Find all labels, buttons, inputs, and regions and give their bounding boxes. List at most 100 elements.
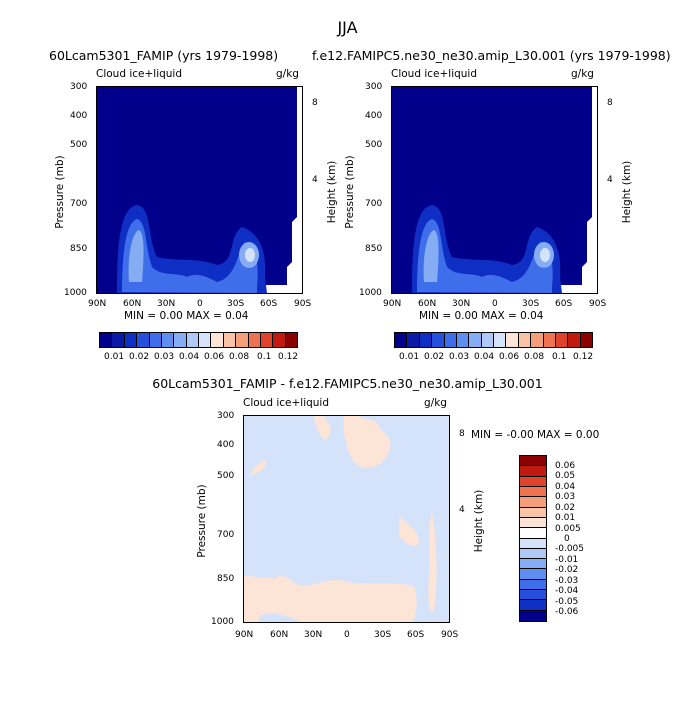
colorbar-swatch: [456, 333, 470, 347]
diff-cbar-label: -0.04: [555, 586, 579, 596]
panel1-xtick-30S: 30S: [227, 299, 245, 309]
panel1-cbar-label: 0.1: [257, 352, 272, 362]
diff-cbar-label: 0.01: [555, 513, 576, 523]
colorbar-swatch: [520, 548, 546, 560]
colorbar-swatch: [285, 333, 297, 347]
diff-cbar-label: 0.04: [555, 482, 576, 492]
colorbar-swatch: [555, 333, 569, 347]
panel2-cbar-label: 0.01: [399, 352, 420, 362]
panel2-colorbar: [394, 332, 593, 348]
colorbar-swatch: [469, 333, 482, 347]
colorbar-swatch: [520, 466, 546, 477]
colorbar-swatch: [211, 333, 224, 347]
colorbar-swatch: [395, 333, 408, 347]
panel2-contour-3: [423, 230, 439, 282]
diff-cbar-label: -0.02: [555, 565, 579, 575]
panel2-ytick-850: 850: [365, 244, 383, 254]
colorbar-swatch: [520, 497, 546, 508]
colorbar-swatch: [112, 333, 125, 347]
colorbar-swatch: [149, 333, 162, 347]
diff-xtick-30S: 30S: [374, 630, 392, 640]
diff-y2label: Height (km): [473, 489, 485, 553]
panel1-variable: Cloud ice+liquid: [96, 68, 183, 80]
diff-contour-pos: [428, 511, 437, 613]
diff-variable: Cloud ice+liquid: [243, 397, 330, 409]
panel2-cbar-label: 0.02: [424, 352, 445, 362]
colorbar-swatch: [520, 569, 546, 580]
panel1-cbar-label: 0.04: [179, 352, 200, 362]
colorbar-swatch: [520, 600, 546, 611]
panel1-field: [97, 87, 297, 293]
diff-xtick-30N: 30N: [304, 630, 323, 640]
panel1-cbar-label: 0.01: [104, 352, 125, 362]
diff-cbar-label: -0.005: [555, 544, 585, 554]
panel2-cbar-label: 0.08: [524, 352, 545, 362]
panel2-title: f.e12.FAMIPC5.ne30_ne30.amip_L30.001 (yr…: [312, 48, 671, 63]
colorbar-swatch: [520, 476, 546, 487]
panel1-height-4: 4: [312, 175, 318, 185]
colorbar-swatch: [518, 333, 532, 347]
diff-contour-pos: [314, 416, 331, 440]
panel1-cbar-label: 0.03: [154, 352, 175, 362]
panel1-xtick-30N: 30N: [157, 299, 176, 309]
colorbar-swatch: [520, 456, 546, 467]
panel2-minmax: MIN = 0.00 MAX = 0.04: [419, 310, 544, 322]
diff-xtick-90N: 90N: [235, 630, 254, 640]
colorbar-swatch: [161, 333, 175, 347]
panel2-ytick-700: 700: [365, 199, 383, 209]
panel2-max-contour: [540, 248, 550, 262]
diff-minmax: MIN = -0.00 MAX = 0.00: [471, 429, 600, 441]
panel2-ylabel: Pressure (mb): [344, 155, 356, 229]
panel2-xtick-30N: 30N: [452, 299, 471, 309]
colorbar-swatch: [419, 333, 433, 347]
panel1-contour-2: [122, 219, 258, 293]
panel2-xtick-90S: 90S: [589, 299, 607, 309]
panel1-ytick-300: 300: [70, 82, 88, 92]
diff-height-4: 4: [459, 505, 465, 515]
colorbar-swatch: [520, 590, 546, 601]
panel1-cbar-label: 0.06: [204, 352, 225, 362]
panel2-xtick-0: 0: [492, 299, 498, 309]
colorbar-swatch: [124, 333, 138, 347]
colorbar-swatch: [520, 579, 546, 591]
panel1-title: 60Lcam5301_FAMIP (yrs 1979-1998): [49, 48, 279, 63]
colorbar-swatch: [444, 333, 457, 347]
panel2-contour-2: [417, 219, 553, 293]
diff-contour-pos: [249, 460, 267, 476]
colorbar-swatch: [520, 486, 546, 498]
panel1-xtick-90N: 90N: [88, 299, 107, 309]
panel2-xtick-60N: 60N: [418, 299, 437, 309]
colorbar-swatch: [543, 333, 556, 347]
panel1-ytick-400: 400: [70, 111, 88, 121]
colorbar-swatch: [407, 333, 420, 347]
colorbar-swatch: [531, 333, 544, 347]
diff-cbar-label: -0.03: [555, 576, 579, 586]
panel1-ylabel: Pressure (mb): [54, 155, 66, 229]
diff-ylabel: Pressure (mb): [196, 484, 208, 558]
panel1-ytick-500: 500: [70, 140, 88, 150]
panel1-ytick-1000: 1000: [64, 288, 87, 298]
diff-contour-pos: [343, 416, 391, 468]
colorbar-swatch: [520, 528, 546, 539]
panel1-plot: [96, 86, 303, 294]
diff-ytick-500: 500: [217, 471, 235, 481]
panel2-y2label: Height (km): [621, 160, 633, 224]
colorbar-swatch: [273, 333, 286, 347]
panel1-ytick-850: 850: [70, 244, 88, 254]
diff-units: g/kg: [424, 397, 447, 409]
panel2-cbar-label: 0.04: [474, 352, 495, 362]
panel1-max-contour: [245, 248, 255, 262]
colorbar-swatch: [520, 507, 546, 518]
diff-cbar-label: 0: [564, 534, 570, 544]
colorbar-swatch: [506, 333, 519, 347]
diff-contour-pos: [244, 575, 417, 622]
panel2-variable: Cloud ice+liquid: [391, 68, 478, 80]
colorbar-swatch: [520, 538, 546, 549]
panel1-ytick-700: 700: [70, 199, 88, 209]
diff-xtick-60N: 60N: [270, 630, 289, 640]
colorbar-swatch: [137, 333, 150, 347]
panel1-colorbar: [99, 332, 298, 348]
colorbar-swatch: [199, 333, 212, 347]
diff-contour-neg: [259, 613, 299, 622]
diff-cbar-label: 0.02: [555, 503, 576, 513]
